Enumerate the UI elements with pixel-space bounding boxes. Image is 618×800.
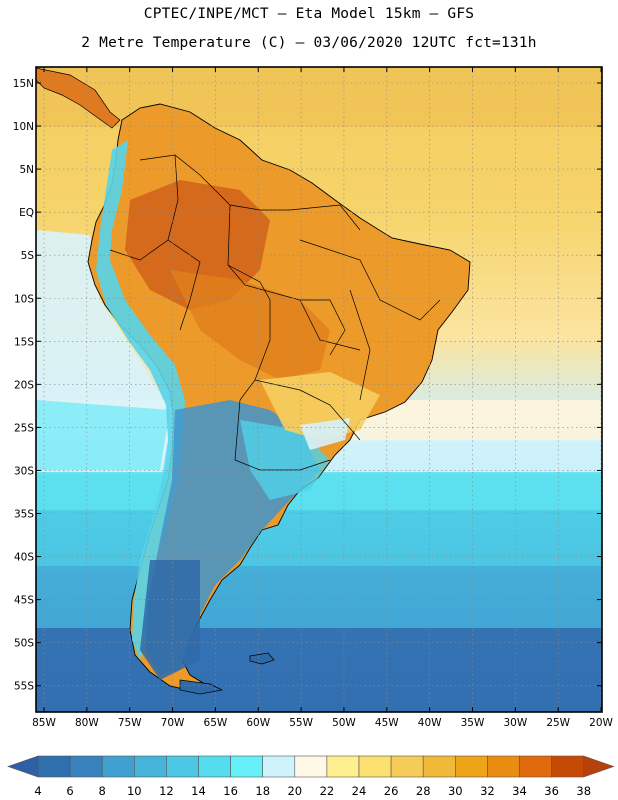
latitude-labels: 15N 10N 5N EQ 5S 10S 15S 20S 25S 30S 35S 40S 45S 50S 5… <box>13 78 35 693</box>
lat-label: 55S <box>14 681 34 693</box>
map-title-line1: CPTEC/INPE/MCT – Eta Model 15km – GFS <box>143 6 475 22</box>
lon-label: 25W <box>546 717 570 729</box>
colorbar-box <box>37 755 71 778</box>
southeast-warm <box>260 372 380 440</box>
lat-label: 20S <box>14 379 34 391</box>
map-field <box>36 67 602 712</box>
map-frame <box>35 66 603 713</box>
lat-label: 40S <box>14 552 34 564</box>
colorbar-box <box>551 755 584 778</box>
colorbar-label: 12 <box>159 784 174 798</box>
axis-ticks <box>36 67 602 712</box>
lon-label: 30W <box>503 717 527 729</box>
colorbar: 4 6 8 10 12 14 16 18 20 22 24 26 28 30 32 34 36 38 <box>7 755 615 798</box>
lon-label: 85W <box>32 717 56 729</box>
country-borders <box>109 154 441 471</box>
patagonia-cold <box>140 560 200 680</box>
pacific-cold-tongue <box>36 400 170 470</box>
lon-label: 50W <box>332 717 356 729</box>
polar-band-2 <box>36 628 602 712</box>
lon-label: 70W <box>161 717 185 729</box>
lon-label: 75W <box>118 717 142 729</box>
tierra-del-fuego <box>179 679 224 695</box>
lat-label: 10S <box>14 293 34 305</box>
colorbar-label: 10 <box>127 784 142 798</box>
colorbar-label: 36 <box>544 784 559 798</box>
lat-label: 15S <box>14 336 34 348</box>
south-brazil-cool <box>300 418 350 450</box>
colorbar-box <box>422 755 456 778</box>
colorbar-box <box>230 755 264 778</box>
colorbar-box <box>487 755 520 778</box>
colorbar-label: 14 <box>191 784 206 798</box>
colorbar-label: 22 <box>320 784 335 798</box>
lat-label: EQ <box>19 207 34 219</box>
lon-label: 65W <box>204 717 228 729</box>
colorbar-label: 26 <box>384 784 399 798</box>
colorbar-low-arrow <box>7 755 39 778</box>
colder-band <box>36 510 602 570</box>
central-america <box>36 67 121 129</box>
amazon-hot-core <box>125 180 270 310</box>
lon-label: 45W <box>375 717 399 729</box>
lat-label: 5N <box>19 164 34 176</box>
colorbar-box <box>326 755 360 778</box>
lat-label: 45S <box>14 595 34 607</box>
colorbar-high-arrow <box>583 755 615 778</box>
colorbar-label: 24 <box>352 784 367 798</box>
cold-band <box>36 472 602 512</box>
colorbar-boxes <box>37 755 584 778</box>
map-title-line2: 2 Metre Temperature (C) – 03/06/2020 12U… <box>81 35 537 51</box>
colorbar-label: 16 <box>223 784 238 798</box>
colorbar-box <box>294 755 328 778</box>
colorbar-label: 32 <box>480 784 495 798</box>
lat-label: 15N <box>13 78 34 90</box>
lat-label: 50S <box>14 638 34 650</box>
colorbar-box <box>101 755 135 778</box>
tropical-warm-band <box>36 67 602 127</box>
lat-label: 10N <box>13 121 34 133</box>
colorbar-label: 34 <box>512 784 527 798</box>
colorbar-box <box>166 755 199 778</box>
lon-label: 20W <box>589 717 613 729</box>
colorbar-labels: 4 6 8 10 12 14 16 18 20 22 24 26 28 30 32 34 36 38 <box>34 784 591 798</box>
colorbar-box <box>198 755 231 778</box>
colorbar-label: 20 <box>287 784 302 798</box>
colorbar-label: 4 <box>34 784 41 798</box>
lon-label: 80W <box>75 717 99 729</box>
colorbar-box <box>519 755 552 778</box>
colorbar-label: 6 <box>66 784 73 798</box>
colorbar-label: 30 <box>448 784 463 798</box>
lat-label: 25S <box>14 422 34 434</box>
colorbar-label: 38 <box>576 784 591 798</box>
lat-label: 30S <box>14 465 34 477</box>
colorbar-box <box>134 755 167 778</box>
lat-label: 5S <box>21 250 35 262</box>
colorbar-box <box>262 755 296 778</box>
colorbar-label: 28 <box>416 784 431 798</box>
lat-label: 35S <box>14 509 34 521</box>
colorbar-box <box>454 755 488 778</box>
lon-label: 35W <box>461 717 485 729</box>
longitude-labels: 85W 80W 75W 70W 65W 60W 55W 50W 45W 40W 35W 30W 25W 2… <box>32 717 613 729</box>
falkland-islands <box>249 652 275 665</box>
colorbar-box <box>358 755 392 778</box>
colorbar-label: 8 <box>99 784 106 798</box>
lon-label: 40W <box>418 717 442 729</box>
lon-label: 60W <box>246 717 270 729</box>
colorbar-box <box>69 755 103 778</box>
colorbar-box <box>390 755 424 778</box>
polar-band-1 <box>36 566 602 630</box>
lon-label: 55W <box>289 717 313 729</box>
colorbar-label: 18 <box>255 784 270 798</box>
